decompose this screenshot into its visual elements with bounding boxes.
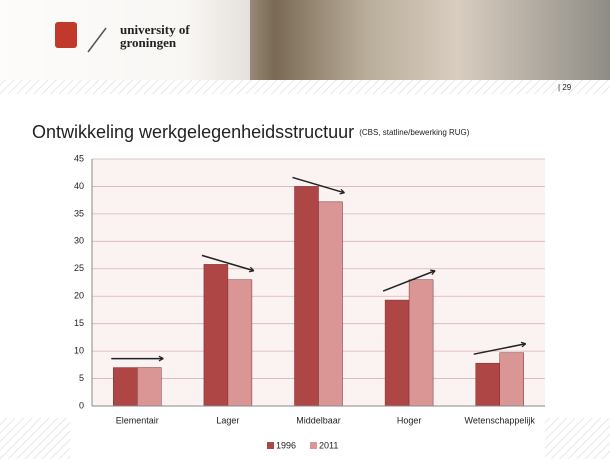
legend-label: 1996 (276, 440, 296, 450)
x-tick-label: Hoger (397, 415, 422, 425)
hatch-corner (545, 418, 610, 459)
y-tick-label: 5 (79, 373, 84, 383)
hatch-corner (0, 418, 70, 459)
y-tick-label: 0 (79, 400, 84, 410)
logo-text: groningen (120, 35, 177, 50)
logo-slash (87, 27, 107, 53)
bar (318, 201, 343, 407)
y-tick-label: 40 (74, 181, 84, 191)
y-tick-label: 45 (74, 153, 84, 163)
page-number: | 29 (558, 83, 572, 92)
bar (113, 367, 138, 407)
logo-text: university of (120, 22, 190, 37)
x-tick-label: Lager (216, 415, 239, 425)
legend-swatch (267, 442, 274, 449)
x-tick-label: Middelbaar (296, 415, 341, 425)
bar (384, 299, 410, 407)
logo-shield (55, 22, 77, 48)
x-tick-label: Elementair (116, 415, 159, 425)
trend-arrow (292, 176, 345, 194)
bar (294, 186, 319, 407)
y-tick-label: 30 (74, 236, 84, 246)
trend-arrow (382, 270, 436, 292)
trend-arrowhead (430, 269, 436, 275)
y-tick-label: 15 (74, 318, 84, 328)
trend-arrow (473, 343, 526, 355)
bar (203, 264, 229, 407)
legend-swatch (310, 442, 317, 449)
y-tick-label: 25 (74, 263, 84, 273)
trend-arrowhead (520, 341, 527, 348)
y-tick-label: 20 (74, 291, 84, 301)
bar (499, 352, 524, 407)
bar (137, 367, 162, 407)
trend-arrowhead (339, 188, 345, 195)
trend-arrowhead (248, 266, 255, 273)
trend-arrow (201, 254, 255, 272)
header-fade (0, 0, 250, 80)
chart-title: Ontwikkeling werkgelegenheidsstructuur (32, 122, 354, 142)
legend-label: 2011 (319, 440, 338, 450)
bar (408, 279, 434, 407)
y-tick-label: 35 (74, 208, 84, 218)
trend-arrowhead (158, 355, 164, 362)
x-tick-label: Wetenschappelijk (465, 415, 536, 425)
bar (475, 362, 500, 407)
hatch-band (0, 80, 610, 94)
slide-title: Ontwikkeling werkgelegenheidsstructuur (… (32, 122, 470, 142)
y-tick-label: 10 (74, 345, 84, 355)
chart-subtitle: (CBS, statline/bewerking RUG) (359, 128, 470, 137)
bar (227, 279, 253, 407)
